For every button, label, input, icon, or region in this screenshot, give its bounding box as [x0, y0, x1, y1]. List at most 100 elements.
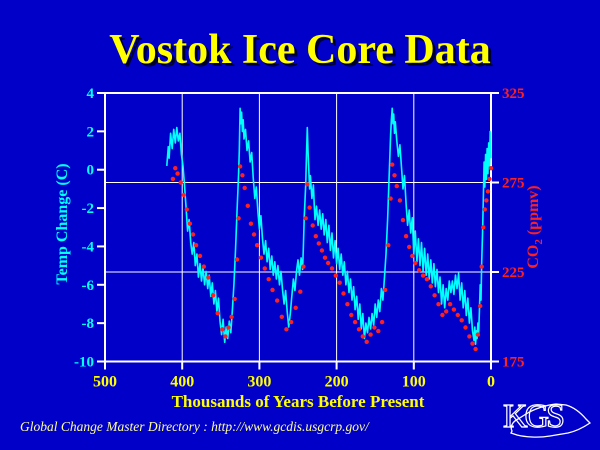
co2-point — [475, 332, 481, 337]
co2-point — [390, 162, 395, 167]
co2-point — [197, 253, 203, 259]
plot-border — [104, 92, 492, 363]
co2-point — [270, 287, 275, 293]
co2-point — [242, 185, 247, 191]
co2-point — [424, 277, 430, 282]
co2-point — [251, 232, 257, 237]
temp-tick-label: -4 — [82, 239, 95, 255]
co2-point — [293, 305, 298, 310]
co2-point — [310, 223, 315, 228]
co2-point — [463, 325, 468, 330]
footer-credit: Global Change Master Directory : http://… — [20, 419, 369, 434]
co2-point — [417, 268, 422, 273]
co2-point — [305, 182, 310, 187]
co2-point — [193, 243, 199, 248]
co2-axis-title-rest: (ppmv) — [524, 185, 542, 240]
co2-point — [229, 314, 234, 319]
co2-point — [383, 287, 388, 293]
co2-point — [279, 314, 284, 319]
co2-point — [226, 325, 231, 330]
x-tick-label: 400 — [170, 374, 194, 391]
co2-point — [482, 207, 487, 212]
x-axis-title: Thousands of Years Before Present — [171, 392, 425, 411]
co2-point — [181, 192, 186, 198]
co2-point — [220, 327, 225, 332]
co2-point — [234, 257, 240, 262]
temp-tick-label: -2 — [82, 201, 95, 217]
co2-point — [288, 319, 294, 325]
co2-point — [178, 180, 183, 185]
co2-point — [275, 298, 280, 303]
temp-axis-title: Temp Change (C) — [54, 163, 71, 285]
co2-point — [215, 311, 220, 316]
co2-point — [364, 339, 369, 344]
co2-point — [372, 325, 377, 330]
co2-point — [175, 171, 180, 176]
co2-point — [201, 264, 206, 269]
co2-point — [245, 203, 250, 208]
x-tick-label: 0 — [487, 374, 495, 391]
co2-point — [451, 307, 457, 312]
kgs-logo: KGS — [502, 397, 592, 438]
co2-point — [481, 225, 486, 230]
co2-point — [210, 293, 216, 298]
co2-axis-title-sub: 2 — [533, 239, 546, 245]
co2-point — [388, 196, 393, 201]
co2-point — [284, 327, 289, 332]
co2-point — [307, 205, 312, 210]
co2-point — [360, 334, 365, 339]
temp-line — [166, 107, 492, 346]
co2-point — [487, 176, 492, 182]
x-tick-label: 500 — [93, 374, 117, 391]
co2-point — [232, 296, 237, 302]
co2-point — [432, 293, 437, 298]
co2-point — [223, 334, 228, 339]
co2-point — [485, 189, 491, 194]
co2-point — [333, 273, 338, 278]
co2-point — [386, 243, 391, 248]
co2-point — [420, 273, 426, 278]
co2-point — [236, 216, 241, 221]
co2-point — [254, 243, 260, 248]
x-tick-label: 300 — [247, 374, 271, 391]
co2-point — [394, 183, 399, 189]
co2-point — [376, 328, 381, 334]
co2-point — [341, 291, 346, 296]
co2-point — [467, 334, 472, 339]
co2-point — [488, 166, 494, 171]
co2-point — [455, 312, 460, 318]
co2-point — [407, 244, 412, 250]
co2-point — [403, 234, 409, 239]
co2-point — [240, 173, 245, 178]
temp-tick-label: 0 — [87, 163, 95, 179]
co2-point — [470, 341, 475, 346]
co2-point — [479, 264, 484, 269]
co2-point — [313, 234, 318, 239]
co2-tick-label: 225 — [502, 265, 525, 281]
co2-point — [206, 275, 211, 280]
co2-point — [258, 255, 264, 260]
co2-point — [190, 232, 196, 237]
co2-point — [329, 266, 335, 271]
co2-point — [173, 166, 178, 171]
co2-point — [337, 280, 342, 285]
kgs-logo-text: KGS — [503, 398, 563, 435]
co2-point — [187, 221, 193, 226]
co2-point — [349, 312, 354, 318]
co2-point — [301, 264, 306, 269]
co2-point — [473, 346, 478, 352]
co2-point — [266, 277, 271, 282]
co2-point — [322, 255, 328, 260]
co2-point — [248, 221, 254, 226]
co2-point — [484, 198, 489, 203]
co2-point — [397, 198, 403, 203]
co2-point — [413, 260, 418, 266]
temp-tick-label: -8 — [82, 316, 95, 332]
co2-point — [428, 284, 433, 289]
co2-point — [410, 253, 415, 259]
co2-tick-label: 275 — [502, 176, 525, 192]
co2-point — [459, 318, 464, 323]
co2-point — [478, 303, 483, 309]
